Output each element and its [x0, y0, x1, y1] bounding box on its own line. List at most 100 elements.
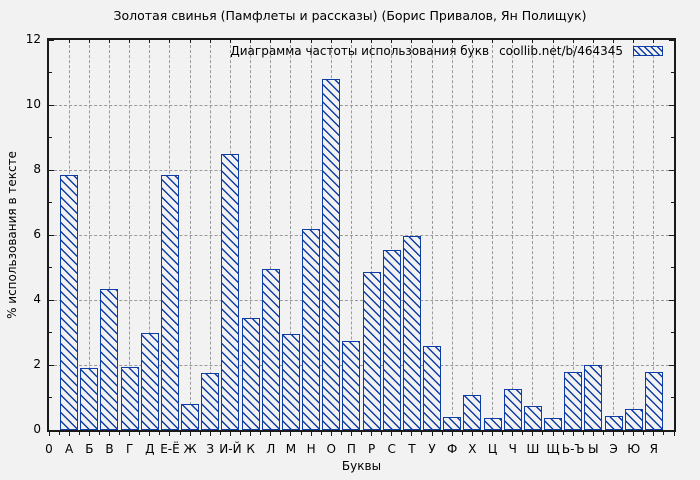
bar-Э	[604, 416, 623, 430]
x-tick	[471, 432, 473, 436]
x-tick	[633, 432, 635, 436]
y-tick	[669, 429, 674, 431]
bar-И-Й	[221, 153, 240, 430]
gridline-h	[49, 104, 674, 106]
x-tick-minor	[663, 432, 665, 435]
x-tick	[310, 432, 312, 436]
top-tick	[451, 40, 453, 43]
y-tick	[669, 364, 674, 366]
bar-Р	[362, 272, 381, 430]
x-tick-label-С: С	[387, 442, 396, 456]
y-tick	[49, 267, 52, 268]
x-tick-minor	[502, 432, 504, 435]
x-tick-minor	[280, 432, 282, 435]
x-tick-label-Я: Я	[649, 442, 658, 456]
y-tick	[49, 234, 54, 236]
bar-Ж	[181, 404, 200, 430]
x-tick-minor	[219, 432, 221, 435]
x-tick-minor	[159, 432, 161, 435]
bar-Ш	[523, 406, 542, 430]
bar-Ю	[624, 408, 643, 430]
top-tick	[512, 40, 514, 43]
gridline-h	[49, 299, 674, 301]
x-tick-label-Ч: Ч	[508, 442, 517, 456]
x-tick-label-origin: 0	[45, 442, 53, 456]
x-tick	[371, 432, 373, 436]
y-tick	[49, 137, 52, 138]
x-tick-minor	[481, 432, 483, 435]
x-tick	[209, 432, 211, 436]
x-tick-minor	[522, 432, 524, 435]
y-tick	[669, 169, 674, 171]
x-tick	[250, 432, 252, 436]
x-tick	[330, 432, 332, 436]
top-tick	[552, 40, 554, 43]
x-tick-minor	[179, 432, 181, 435]
top-tick	[129, 40, 131, 43]
x-tick-label-И-Й: И-Й	[219, 442, 242, 456]
bar-К	[241, 317, 260, 430]
x-tick	[129, 432, 131, 436]
x-tick	[411, 432, 413, 436]
y-tick-label: 10	[25, 97, 41, 111]
gridline-h	[49, 169, 674, 171]
x-tick-minor	[260, 432, 262, 435]
x-tick-label-Н: Н	[306, 442, 316, 456]
x-tick-minor	[542, 432, 544, 435]
x-tick-label-Х: Х	[468, 442, 477, 456]
bar-Д	[140, 332, 159, 430]
x-tick-minor	[381, 432, 383, 435]
x-tick-minor	[240, 432, 242, 435]
top-tick	[189, 40, 191, 43]
x-tick-minor	[199, 432, 201, 435]
bar-Х	[463, 394, 482, 430]
x-tick-label-К: К	[246, 442, 255, 456]
x-tick-label-Ы: Ы	[588, 442, 599, 456]
legend-label: Диаграмма частоты использования букв	[230, 44, 490, 58]
x-tick-minor	[320, 432, 322, 435]
y-tick	[49, 364, 54, 366]
bar-Ь-Ъ	[564, 371, 583, 430]
top-tick	[633, 40, 635, 43]
x-tick-label-У: У	[428, 442, 436, 456]
x-tick-minor	[643, 432, 645, 435]
y-tick	[671, 137, 674, 138]
x-tick	[613, 432, 615, 436]
x-tick-minor	[441, 432, 443, 435]
bar-Г	[120, 367, 139, 430]
y-tick	[671, 72, 674, 73]
top-tick	[250, 40, 252, 43]
x-tick	[492, 432, 494, 436]
x-tick	[552, 432, 554, 436]
x-tick-label-А: А	[65, 442, 74, 456]
y-tick	[671, 332, 674, 333]
x-tick-label-Ю: Ю	[627, 442, 641, 456]
x-tick	[88, 432, 90, 436]
bar-П	[342, 340, 361, 430]
top-tick	[532, 40, 534, 43]
x-tick-label-П: П	[346, 442, 356, 456]
y-tick-label: 0	[33, 422, 41, 436]
legend-source-text: coollib.net/b/464345	[499, 44, 623, 58]
y-tick	[669, 39, 674, 41]
top-tick	[229, 40, 231, 43]
gridline-h	[49, 364, 674, 366]
x-tick-minor	[340, 432, 342, 435]
x-tick-minor	[119, 432, 121, 435]
x-tick-label-Г: Г	[125, 442, 134, 456]
x-tick-label-Е-Ё: Е-Ё	[160, 442, 180, 456]
y-tick	[49, 72, 52, 73]
x-tick	[532, 432, 534, 436]
x-tick-minor	[602, 432, 604, 435]
bar-У	[423, 345, 442, 430]
bar-Ц	[483, 417, 502, 430]
x-tick-label-М: М	[285, 442, 297, 456]
x-tick-minor	[421, 432, 423, 435]
y-tick-label: 8	[33, 162, 41, 176]
y-tick	[49, 202, 52, 203]
bar-Е-Ё	[160, 174, 179, 430]
y-tick	[49, 429, 54, 431]
x-tick-minor	[58, 432, 60, 435]
x-tick	[108, 432, 110, 436]
x-tick-minor	[623, 432, 625, 435]
